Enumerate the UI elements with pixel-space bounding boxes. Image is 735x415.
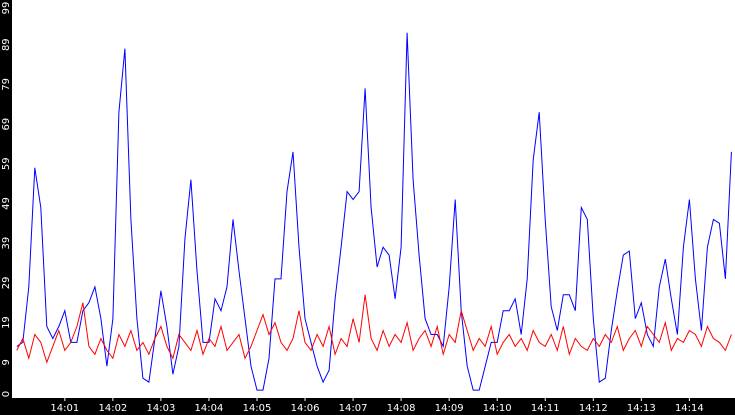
x-tick-label: 14:04: [195, 403, 224, 414]
y-tick-label: 99: [1, 2, 12, 15]
y-tick-label: 79: [1, 78, 12, 91]
x-tick-label: 14:07: [339, 403, 368, 414]
y-tick-label: 19: [1, 316, 12, 329]
x-axis-strip: [0, 398, 735, 415]
y-tick-label: 39: [1, 237, 12, 250]
x-tick-label: 14:02: [98, 403, 127, 414]
x-tick-label: 14:11: [531, 403, 560, 414]
series-line: [16, 294, 732, 364]
x-tick-label: 14:06: [291, 403, 320, 414]
y-tick-label: 59: [1, 157, 12, 170]
y-tick-label: 69: [1, 118, 12, 131]
y-tick-label: 49: [1, 197, 12, 210]
x-tick-label: 14:14: [675, 403, 704, 414]
series-line: [16, 32, 732, 391]
y-tick-label: 0: [1, 391, 12, 397]
x-tick-label: 14:09: [435, 403, 464, 414]
y-tick-label: 29: [1, 277, 12, 290]
x-tick-label: 14:01: [50, 403, 79, 414]
x-tick-label: 14:05: [243, 403, 272, 414]
y-tick-label: 9: [1, 359, 12, 365]
y-axis-strip: [0, 0, 12, 415]
y-tick-label: 89: [1, 38, 12, 51]
x-tick-label: 14:13: [627, 403, 656, 414]
x-tick-label: 14:10: [483, 403, 512, 414]
x-tick-label: 14:08: [387, 403, 416, 414]
x-tick-label: 14:12: [579, 403, 608, 414]
x-tick-label: 14:03: [147, 403, 176, 414]
